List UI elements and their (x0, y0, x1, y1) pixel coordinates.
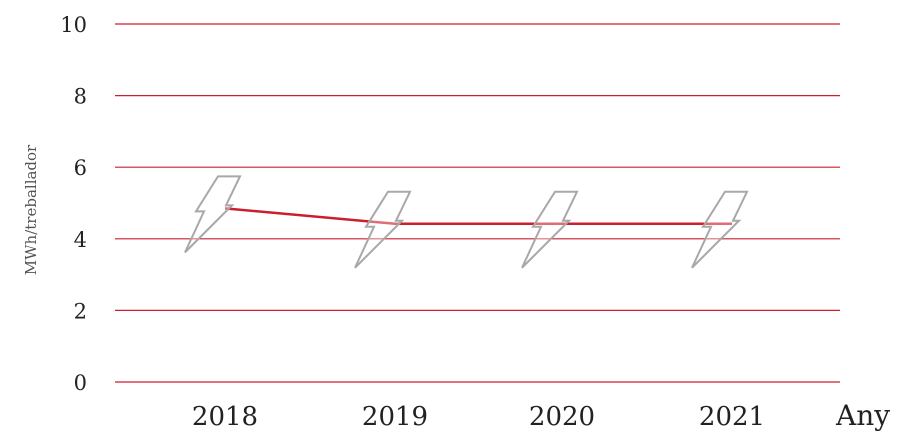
y-axis-label: MWh/treballador (22, 144, 40, 275)
y-tick-label: 2 (74, 299, 87, 323)
gridlines (115, 23, 840, 383)
series-line (224, 207, 732, 226)
x-tick-label: 2020 (529, 402, 595, 432)
x-tick-label: 2021 (699, 402, 765, 432)
lightning-bolt-icon (521, 190, 579, 269)
y-tick-label: 8 (74, 85, 87, 109)
x-axis-ticks: 2018 2019 2020 2021 (192, 402, 765, 432)
lightning-bolt-icon (184, 175, 242, 254)
x-axis-label: Any (835, 399, 890, 432)
markers (184, 175, 749, 269)
data-point-marker (691, 190, 749, 269)
data-point-marker (184, 175, 242, 254)
y-tick-label: 6 (74, 156, 87, 180)
x-tick-label: 2019 (362, 402, 428, 432)
lightning-bolt-icon (691, 190, 749, 269)
data-point-marker (521, 190, 579, 269)
x-tick-label: 2018 (192, 402, 258, 432)
y-tick-label: 10 (60, 13, 87, 37)
y-tick-label: 0 (74, 371, 87, 395)
data-point-marker (354, 190, 412, 269)
lightning-bolt-icon (354, 190, 412, 269)
y-axis-ticks: 0 2 4 6 8 10 (60, 13, 87, 395)
data-series (224, 207, 732, 226)
y-tick-label: 4 (74, 228, 87, 252)
